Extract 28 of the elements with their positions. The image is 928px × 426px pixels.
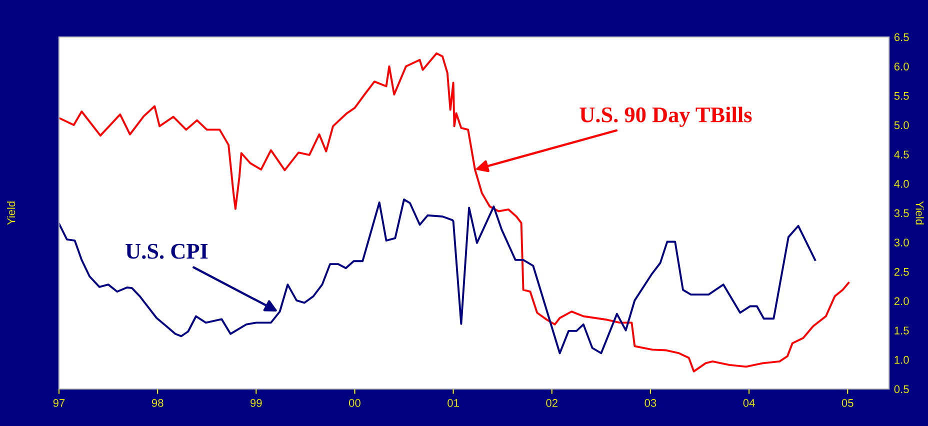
y-tick-label: 2.5 xyxy=(894,268,909,276)
y-tick-label: 2.0 xyxy=(894,297,909,306)
y-tick-label: 6.0 xyxy=(894,62,909,70)
annotation: U.S. CPI xyxy=(126,244,208,259)
y-tick-label: 4.0 xyxy=(894,180,909,188)
y-tick-label: 4.5 xyxy=(894,150,909,158)
y-tick-label: 5.0 xyxy=(894,121,909,130)
x-tick-label: 99 xyxy=(250,399,262,407)
line-series xyxy=(59,52,850,372)
annotation: U.S. 90 Day TBills xyxy=(580,106,752,127)
x-tick-label: 03 xyxy=(644,399,656,407)
y-tick-label: 5.5 xyxy=(894,92,909,100)
x-tick-label: 04 xyxy=(743,399,755,407)
line-series xyxy=(59,198,816,354)
y-tick-label: 0.5 xyxy=(894,385,909,394)
x-tick-label: 05 xyxy=(842,399,854,407)
x-tick-label: 97 xyxy=(53,399,65,407)
x-tick-label: 00 xyxy=(348,399,360,407)
x-tick-label: 98 xyxy=(152,399,164,407)
y-axis-title: Yield xyxy=(6,202,16,225)
y-tick-label: 1.0 xyxy=(894,356,909,364)
x-tick-label: 02 xyxy=(546,399,558,407)
y-tick-label: 3.5 xyxy=(894,209,909,218)
y-tick-label: 3.0 xyxy=(894,238,909,246)
y-tick-label: 1.5 xyxy=(894,326,909,334)
x-tick-label: 01 xyxy=(448,399,459,407)
y-tick-label: 6.5 xyxy=(894,33,909,42)
y2-axis-title: Yield xyxy=(916,201,924,224)
